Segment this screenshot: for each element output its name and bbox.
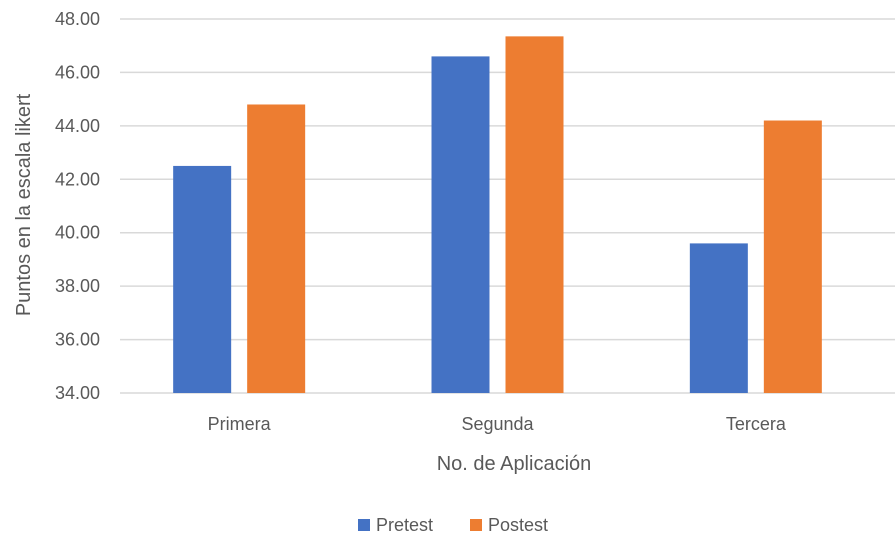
- legend-label-pretest: Pretest: [376, 515, 433, 535]
- legend-swatch-postest: [470, 519, 482, 531]
- y-tick-label-5: 44.00: [55, 116, 100, 136]
- x-axis-title: No. de Aplicación: [437, 453, 592, 475]
- bars: [173, 36, 822, 394]
- legend: Pretest Postest: [358, 515, 548, 535]
- y-axis-tick-labels: 34.00 36.00 38.00 40.00 42.00 44.00 46.00 48.00: [55, 9, 100, 403]
- bar-pretest-tercera: [689, 243, 748, 393]
- y-tick-label-1: 36.00: [55, 330, 100, 350]
- y-tick-label-4: 42.00: [55, 169, 100, 189]
- bar-pretest-segunda: [431, 56, 490, 394]
- x-axis-tick-labels: Primera Segunda Tercera: [208, 414, 787, 434]
- y-tick-label-6: 46.00: [55, 62, 100, 82]
- y-tick-label-2: 38.00: [55, 276, 100, 296]
- bar-postest-tercera: [763, 120, 822, 393]
- y-axis-title: Puntos en la escala likert: [13, 93, 35, 316]
- x-tick-label-primera: Primera: [208, 414, 272, 434]
- bar-postest-segunda: [505, 36, 564, 393]
- legend-swatch-pretest: [358, 519, 370, 531]
- x-tick-label-segunda: Segunda: [461, 414, 534, 434]
- bar-pretest-primera: [173, 165, 232, 393]
- y-tick-label-0: 34.00: [55, 383, 100, 403]
- x-tick-label-tercera: Tercera: [726, 414, 787, 434]
- y-tick-label-7: 48.00: [55, 9, 100, 29]
- y-tick-label-3: 40.00: [55, 223, 100, 243]
- legend-label-postest: Postest: [488, 515, 548, 535]
- bar-postest-primera: [247, 104, 306, 393]
